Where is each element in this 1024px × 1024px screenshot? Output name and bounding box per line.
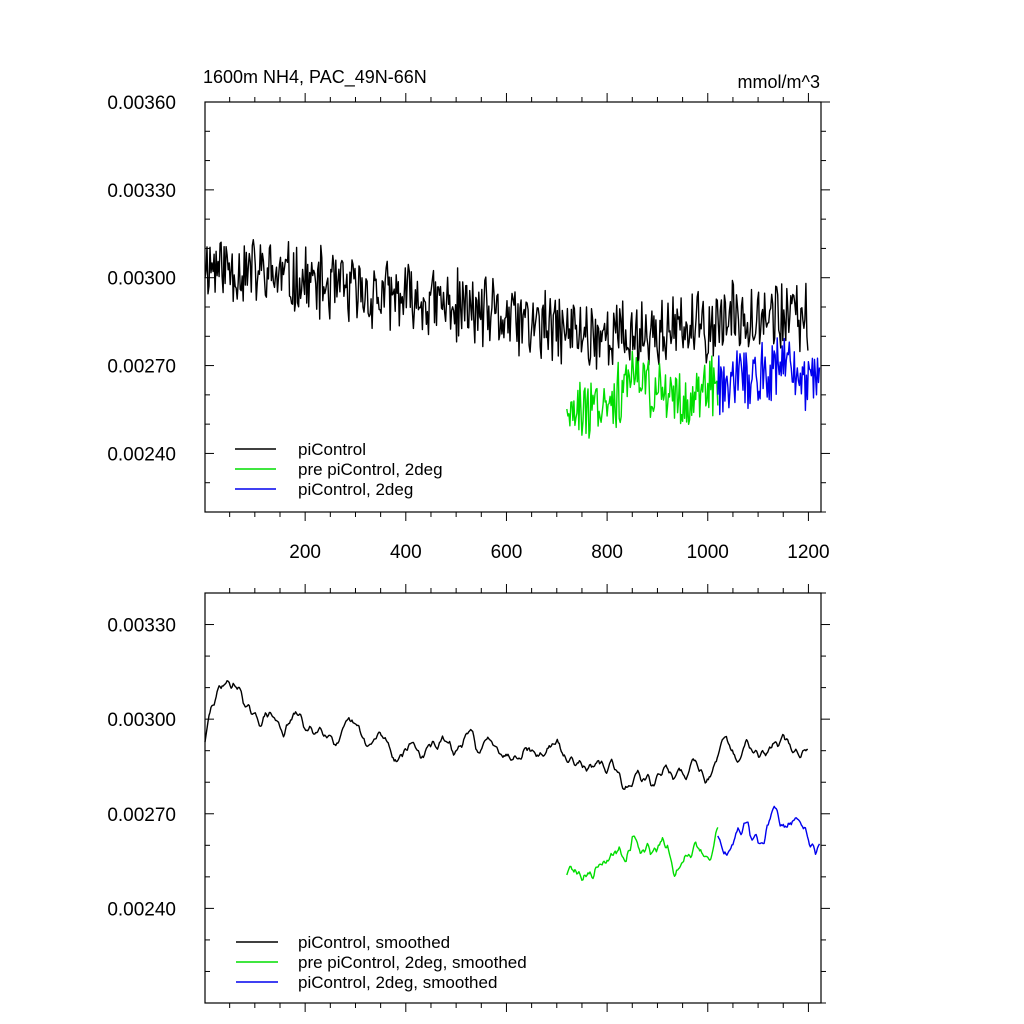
y-tick-label: 0.00240 [107,444,176,465]
series-line-2 [566,350,719,439]
top-axes: 200 400 600 800 1000 1200 0.00240 0.00270 0.0030… [107,93,830,563]
series-line-1 [204,238,809,370]
units-label: mmol/m^3 [738,72,820,92]
x-tick-label: 1200 [787,542,829,563]
legend-label: pre piControl, 2deg [298,460,443,479]
legend-label: piControl, 2deg [298,480,413,499]
plot-frame [204,592,822,1004]
y-tick-label: 0.00270 [107,805,176,826]
y-tick-label: 0.00330 [107,616,176,637]
y-tick-label: 0.00360 [107,93,176,114]
series-line-2 [566,827,719,881]
series-line-1 [204,680,809,790]
legend-label: piControl, smoothed [298,933,450,952]
top-panel: 1600m NH4, PAC_49N-66N mmol/m^3 200 400 60… [107,67,830,563]
series-line-3 [717,337,821,416]
x-tick-label: 600 [491,542,523,563]
bottom-axes: 0.00240 0.00270 0.00300 0.00330 [107,584,830,1012]
y-tick-label: 0.00270 [107,357,176,378]
x-tick-label: 800 [591,542,623,563]
x-tick-label: 1000 [687,542,729,563]
bottom-series-group [204,680,821,881]
x-tick-label: 200 [289,542,321,563]
x-tick-label: 400 [390,542,422,563]
y-tick-label: 0.00240 [107,899,176,920]
legend-label: pre piControl, 2deg, smoothed [298,953,527,972]
legend-label: piControl [298,440,366,459]
top-series-group [204,238,821,439]
y-tick-label: 0.00330 [107,181,176,202]
y-tick-label: 0.00300 [107,710,176,731]
series-line-3 [717,805,821,856]
legend-label: piControl, 2deg, smoothed [298,973,497,992]
bottom-panel: 0.00240 0.00270 0.00300 0.00330 piControl, … [107,584,830,1012]
y-tick-label: 0.00300 [107,269,176,290]
chart-title: 1600m NH4, PAC_49N-66N [203,67,427,88]
